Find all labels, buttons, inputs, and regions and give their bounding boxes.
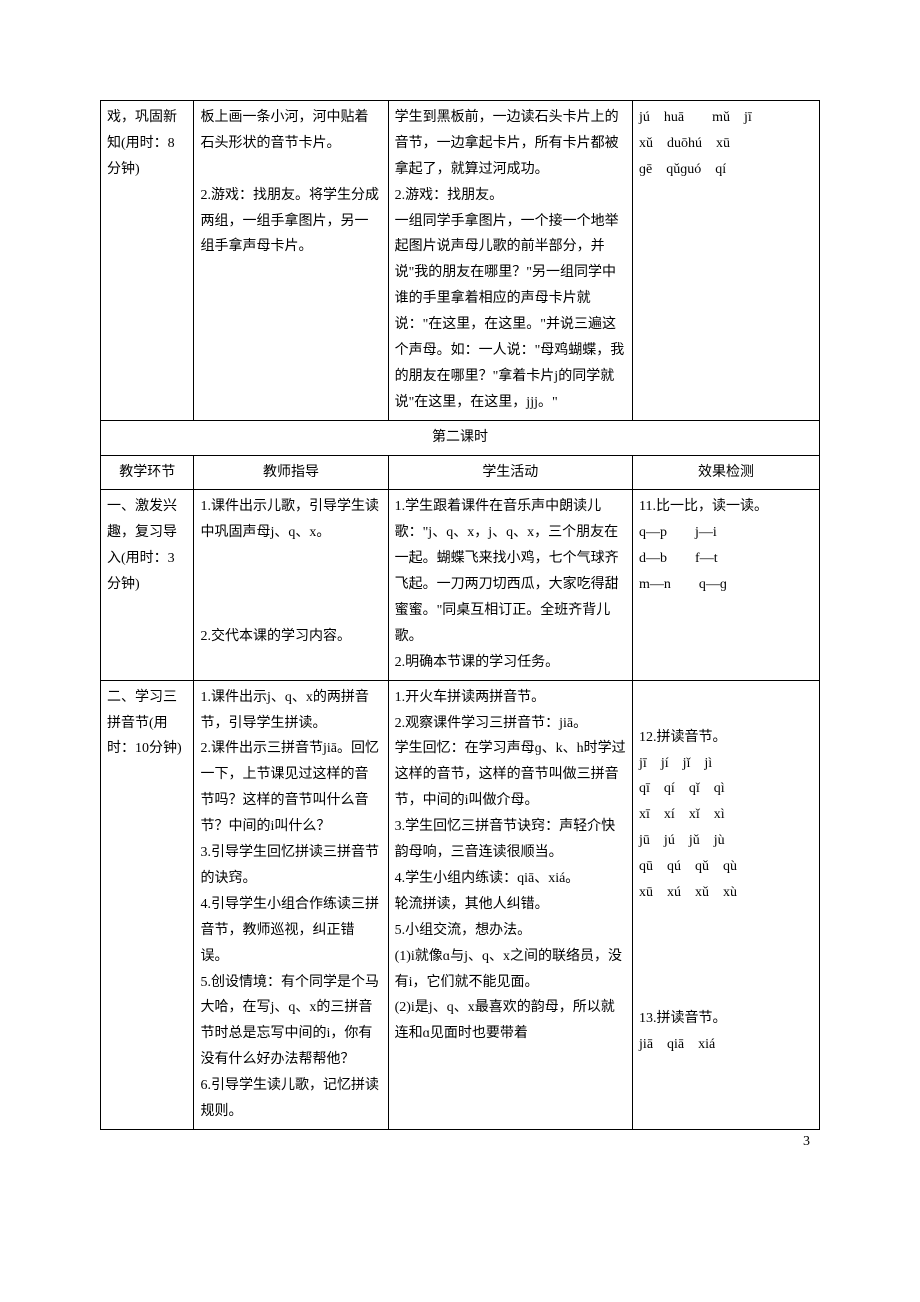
check-block-12: 12.拼读音节。 jī jí jǐ jì qī qí qǐ qì xī xí x…: [639, 725, 813, 906]
table-row-section1: 一、激发兴趣，复习导入(用时：3分钟) 1.课件出示儿歌，引导学生读中巩固声母j…: [101, 490, 820, 680]
section-title-row: 第二课时: [101, 420, 820, 455]
col-header-check: 效果检测: [633, 455, 820, 490]
cell-teacher: 1.课件出示儿歌，引导学生读中巩固声母j、q、x。 2.交代本课的学习内容。: [194, 490, 388, 680]
cell-teacher: 板上画一条小河，河中贴着石头形状的音节卡片。 2.游戏：找朋友。将学生分成两组，…: [194, 101, 388, 421]
page-number: 3: [803, 1134, 810, 1150]
cell-phase: 一、激发兴趣，复习导入(用时：3分钟): [101, 490, 194, 680]
table-row-section2: 二、学习三拼音节(用时：10分钟) 1.课件出示j、q、x的两拼音节，引导学生拼…: [101, 680, 820, 1129]
col-header-teacher: 教师指导: [194, 455, 388, 490]
cell-student: 学生到黑板前，一边读石头卡片上的音节，一边拿起卡片，所有卡片都被拿起了，就算过河…: [388, 101, 632, 421]
cell-student: 1.开火车拼读两拼音节。 2.观察课件学习三拼音节：jiā。 学生回忆：在学习声…: [388, 680, 632, 1129]
cell-check: 11.比一比，读一读。 q—p j—i d—b f—t m—n q—ɡ: [633, 490, 820, 680]
cell-check: jú huā mǔ jī xǔ duōhú xū ɡē qǔɡuó qí: [633, 101, 820, 421]
cell-teacher: 1.课件出示j、q、x的两拼音节，引导学生拼读。 2.课件出示三拼音节jiā。回…: [194, 680, 388, 1129]
col-header-student: 学生活动: [388, 455, 632, 490]
table-header-row: 教学环节 教师指导 学生活动 效果检测: [101, 455, 820, 490]
cell-check: 12.拼读音节。 jī jí jǐ jì qī qí qǐ qì xī xí x…: [633, 680, 820, 1129]
check-block-13: 13.拼读音节。 jiā qiā xiá: [639, 1006, 813, 1058]
cell-phase: 戏，巩固新知(用时：8分钟): [101, 101, 194, 421]
table-row-continuation: 戏，巩固新知(用时：8分钟) 板上画一条小河，河中贴着石头形状的音节卡片。 2.…: [101, 101, 820, 421]
col-header-phase: 教学环节: [101, 455, 194, 490]
section-title: 第二课时: [101, 420, 820, 455]
cell-student: 1.学生跟着课件在音乐声中朗读儿歌："j、q、x，j、q、x，三个朋友在一起。蝴…: [388, 490, 632, 680]
cell-phase: 二、学习三拼音节(用时：10分钟): [101, 680, 194, 1129]
